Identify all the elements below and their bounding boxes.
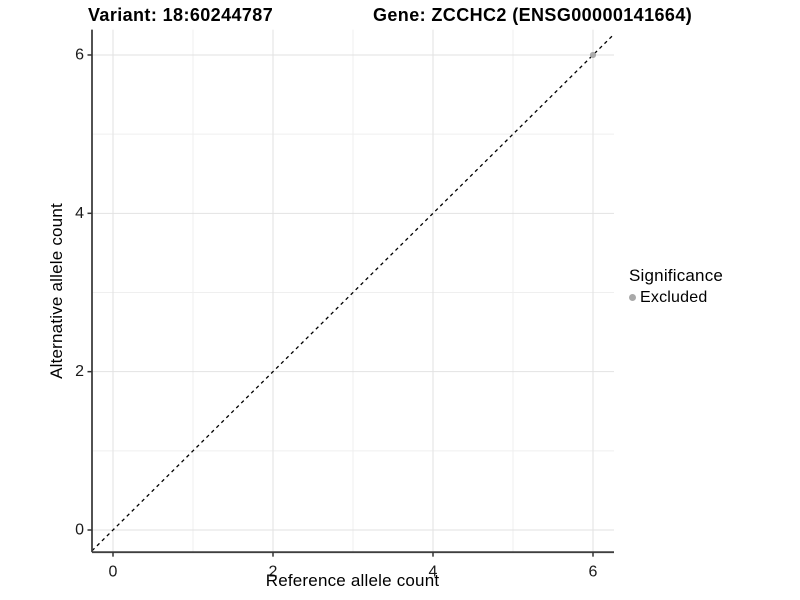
svg-text:2: 2 <box>75 363 84 380</box>
axis-lines <box>91 29 614 554</box>
tick-labels: 0 2 4 6 0 2 4 6 <box>75 46 597 580</box>
y-axis-title: Alternative allele count <box>47 203 66 379</box>
excluded-point-icon <box>629 294 636 301</box>
plot-title-gene: Gene: ZCCHC2 (ENSG00000141664) <box>373 5 693 25</box>
svg-text:4: 4 <box>429 564 438 581</box>
legend-title: Significance <box>629 266 724 285</box>
svg-text:6: 6 <box>75 46 84 63</box>
grid-minor-lines <box>92 29 614 553</box>
identity-dashed-line <box>91 33 615 552</box>
grid-major-lines <box>92 29 614 553</box>
axis-ticks <box>87 54 594 557</box>
plot-title-variant: Variant: 18:60244787 <box>88 5 274 25</box>
svg-text:0: 0 <box>109 564 118 581</box>
data-point-excluded <box>589 51 597 59</box>
x-axis-title: Reference allele count <box>265 571 440 590</box>
svg-text:4: 4 <box>75 205 84 222</box>
svg-text:2: 2 <box>269 564 278 581</box>
data-points <box>589 51 597 59</box>
legend: Significance Excluded <box>629 265 723 307</box>
legend-item-excluded: Excluded <box>629 288 723 307</box>
svg-text:0: 0 <box>75 522 84 539</box>
legend-item-label: Excluded <box>640 289 708 306</box>
svg-text:6: 6 <box>589 564 598 581</box>
